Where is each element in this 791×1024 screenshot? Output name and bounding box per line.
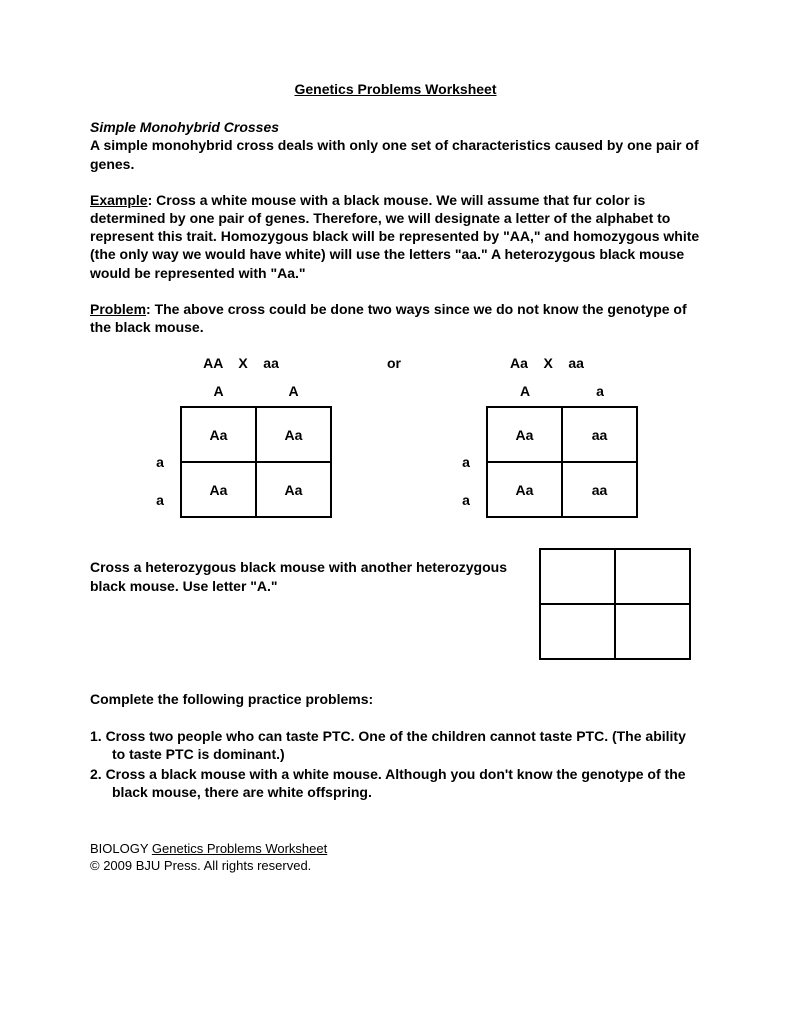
punnett-cell: Aa (181, 462, 256, 517)
problem-label: Problem (90, 301, 146, 317)
row-header: a (150, 453, 180, 471)
blank-cell (615, 549, 690, 604)
col-headers-2: A a (487, 382, 637, 400)
problem-list: 1. Cross two people who can taste PTC. O… (90, 727, 701, 802)
punnett-cell: Aa (181, 407, 256, 462)
or-label: or (387, 354, 401, 372)
section-header: Simple Monohybrid Crosses (90, 119, 279, 135)
exercise-row: Cross a heterozygous black mouse with an… (90, 548, 701, 660)
example-text: : Cross a white mouse with a black mouse… (90, 192, 699, 281)
list-item: 2. Cross a black mouse with a white mous… (90, 765, 701, 801)
punnett-grid-1: Aa Aa Aa Aa (180, 406, 332, 518)
punnett-squares-row: AA X aa A A a Aa Aa Aa Aa (90, 354, 701, 518)
row-header: a (456, 491, 486, 509)
footer-copyright: © 2009 BJU Press. All rights reserved. (90, 858, 701, 875)
cross-label-1: AA X aa (203, 354, 279, 372)
intro-text: A simple monohybrid cross deals with onl… (90, 137, 699, 171)
punnett-cell: aa (562, 407, 637, 462)
problem-paragraph: Problem: The above cross could be done t… (90, 300, 701, 336)
col-header: A (213, 382, 223, 400)
blank-punnett-grid (539, 548, 691, 660)
footer: BIOLOGY Genetics Problems Worksheet © 20… (90, 841, 701, 875)
cross-label-2: Aa X aa (510, 354, 584, 372)
punnett-cell: Aa (487, 462, 562, 517)
worksheet-title: Genetics Problems Worksheet (90, 80, 701, 98)
intro-paragraph: Simple Monohybrid Crosses A simple monoh… (90, 118, 701, 173)
col-headers-1: A A (181, 382, 331, 400)
problem-text: : The above cross could be done two ways… (90, 301, 687, 335)
col-header: A (520, 382, 530, 400)
punnett-cell: Aa (256, 462, 331, 517)
punnett-square-1: AA X aa A A a Aa Aa Aa Aa (150, 354, 332, 518)
footer-title: Genetics Problems Worksheet (152, 841, 327, 856)
punnett-cell: aa (562, 462, 637, 517)
row-header: a (456, 453, 486, 471)
example-paragraph: Example: Cross a white mouse with a blac… (90, 191, 701, 282)
row-header: a (150, 491, 180, 509)
footer-prefix: BIOLOGY (90, 841, 152, 856)
punnett-grid-2: Aa aa Aa aa (486, 406, 638, 518)
exercise-text: Cross a heterozygous black mouse with an… (90, 548, 539, 594)
punnett-square-2: Aa X aa A a a Aa aa Aa aa a (456, 354, 638, 518)
practice-header: Complete the following practice problems… (90, 690, 701, 708)
punnett-cell: Aa (256, 407, 331, 462)
blank-cell (615, 604, 690, 659)
col-header: A (288, 382, 298, 400)
example-label: Example (90, 192, 148, 208)
punnett-cell: Aa (487, 407, 562, 462)
list-item: 1. Cross two people who can taste PTC. O… (90, 727, 701, 763)
col-header: a (596, 382, 604, 400)
blank-cell (540, 604, 615, 659)
blank-cell (540, 549, 615, 604)
